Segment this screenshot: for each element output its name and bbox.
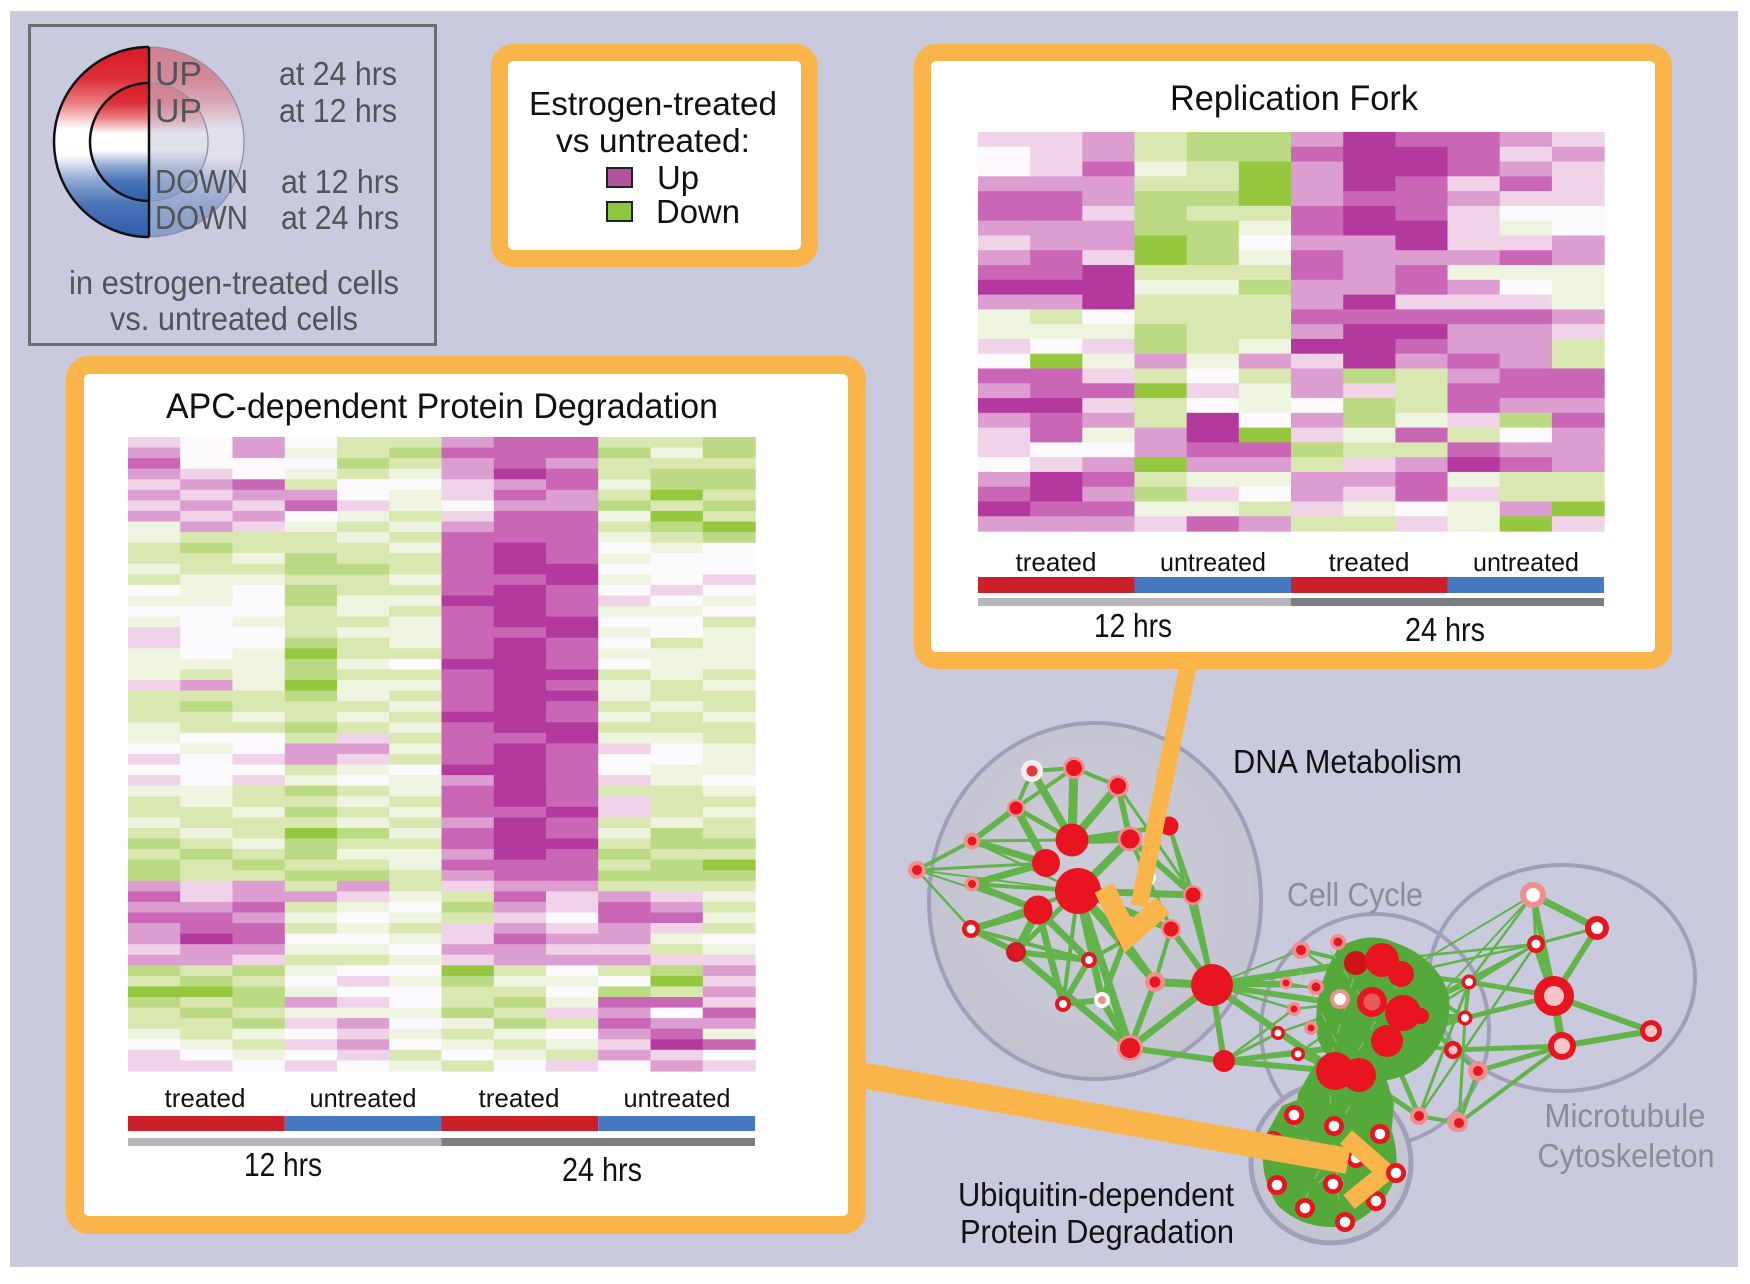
- svg-text:treated: treated: [1016, 547, 1097, 577]
- svg-text:24 hrs: 24 hrs: [562, 1151, 642, 1188]
- svg-text:treated: treated: [479, 1083, 560, 1113]
- svg-text:APC-dependent Protein Degradat: APC-dependent Protein Degradation: [166, 387, 718, 426]
- svg-text:Down: Down: [656, 193, 740, 230]
- svg-text:treated: treated: [165, 1083, 246, 1113]
- svg-text:12 hrs: 12 hrs: [1094, 607, 1172, 644]
- svg-text:in estrogen-treated cells: in estrogen-treated cells: [69, 264, 399, 301]
- svg-text:at 24 hrs: at 24 hrs: [281, 199, 399, 236]
- svg-text:Protein Degradation: Protein Degradation: [960, 1213, 1234, 1250]
- svg-text:DOWN: DOWN: [155, 199, 248, 236]
- svg-text:Microtubule: Microtubule: [1545, 1097, 1706, 1134]
- svg-text:DNA Metabolism: DNA Metabolism: [1233, 743, 1462, 780]
- svg-text:Cell Cycle: Cell Cycle: [1287, 876, 1423, 913]
- svg-text:untreated: untreated: [1473, 547, 1579, 577]
- svg-text:untreated: untreated: [624, 1083, 731, 1113]
- svg-text:at 24 hrs: at 24 hrs: [279, 55, 397, 92]
- svg-text:untreated: untreated: [310, 1083, 417, 1113]
- svg-text:treated: treated: [1329, 547, 1410, 577]
- svg-text:DOWN: DOWN: [155, 163, 248, 200]
- svg-text:vs. untreated cells: vs. untreated cells: [110, 300, 358, 337]
- svg-text:Up: Up: [657, 159, 699, 196]
- svg-text:24 hrs: 24 hrs: [1405, 611, 1485, 648]
- svg-text:at 12 hrs: at 12 hrs: [281, 163, 399, 200]
- svg-text:at 12 hrs: at 12 hrs: [279, 92, 397, 129]
- svg-text:Replication Fork: Replication Fork: [1170, 79, 1418, 118]
- svg-text:Cytoskeleton: Cytoskeleton: [1538, 1137, 1715, 1174]
- svg-text:UP: UP: [155, 55, 202, 92]
- svg-text:Estrogen-treated: Estrogen-treated: [529, 85, 777, 122]
- svg-text:untreated: untreated: [1160, 547, 1266, 577]
- svg-text:vs untreated:: vs untreated:: [556, 122, 750, 159]
- svg-text:UP: UP: [155, 92, 202, 129]
- svg-text:12 hrs: 12 hrs: [244, 1146, 322, 1183]
- svg-text:Ubiquitin-dependent: Ubiquitin-dependent: [958, 1176, 1234, 1213]
